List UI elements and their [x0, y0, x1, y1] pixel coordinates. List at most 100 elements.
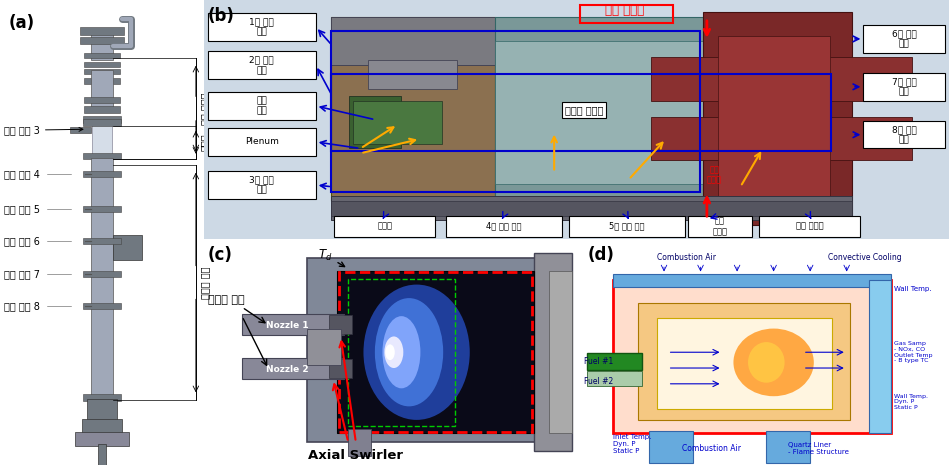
Bar — [307, 329, 341, 365]
Bar — [84, 62, 121, 67]
Text: 1번 동압
센서: 1번 동압 센서 — [250, 17, 274, 37]
Bar — [580, 5, 674, 23]
Bar — [83, 171, 121, 177]
Bar — [339, 272, 532, 432]
Bar — [534, 253, 572, 452]
Text: 7번 동압
센서: 7번 동압 센서 — [892, 77, 917, 97]
Text: Convective Cooling: Convective Cooling — [828, 253, 902, 262]
Bar — [83, 271, 121, 277]
Bar — [330, 196, 852, 220]
Bar — [329, 359, 352, 378]
Text: 음향 경계면: 음향 경계면 — [795, 222, 823, 231]
Text: 4번 동압 센서: 4번 동압 센서 — [486, 222, 522, 231]
Text: 동압 센서 4: 동압 센서 4 — [4, 169, 40, 179]
Bar — [651, 58, 912, 100]
Bar — [208, 52, 316, 79]
Text: 동압 센서 7: 동압 센서 7 — [4, 269, 40, 279]
Bar — [334, 216, 435, 237]
Bar — [330, 17, 494, 201]
Bar — [348, 279, 455, 425]
Ellipse shape — [363, 285, 470, 420]
Text: Axial Swirler: Axial Swirler — [308, 450, 403, 463]
Text: 연료 주입부: 연료 주입부 — [200, 93, 210, 125]
Text: Nozzle 2: Nozzle 2 — [267, 365, 308, 374]
Bar — [703, 12, 852, 225]
Bar — [349, 96, 401, 148]
Ellipse shape — [734, 329, 814, 396]
Bar — [368, 60, 457, 89]
Text: 동압 센서 5: 동압 센서 5 — [4, 204, 40, 214]
Ellipse shape — [384, 337, 403, 368]
Text: 예혼합 연료: 예혼합 연료 — [208, 295, 245, 306]
Bar — [84, 97, 121, 103]
Bar — [688, 216, 752, 237]
Bar — [84, 106, 121, 113]
Bar — [91, 158, 113, 400]
Bar — [83, 116, 121, 123]
Text: 동압 센서 6: 동압 센서 6 — [4, 236, 40, 246]
Bar — [587, 353, 642, 370]
Text: Quartz Liner
- Flame Structure: Quartz Liner - Flame Structure — [789, 442, 849, 455]
Bar — [446, 216, 562, 237]
Bar — [83, 153, 121, 159]
Bar — [70, 127, 91, 133]
Text: (a): (a) — [9, 14, 34, 32]
Bar — [80, 37, 124, 44]
Bar — [83, 394, 121, 401]
Text: 공기
주입부: 공기 주입부 — [707, 165, 722, 185]
Text: $T_d$: $T_d$ — [318, 248, 344, 266]
Text: 8번 동압
센서: 8번 동압 센서 — [892, 125, 917, 145]
Bar — [83, 238, 121, 244]
Bar — [587, 372, 642, 386]
Bar — [494, 41, 703, 185]
Bar — [657, 319, 832, 409]
Bar — [331, 73, 830, 151]
Text: Fuel #2: Fuel #2 — [584, 377, 613, 386]
Bar — [84, 78, 121, 84]
Bar — [759, 216, 860, 237]
Ellipse shape — [385, 345, 395, 360]
Text: Inlet Temp.
Dyn. P
Static P: Inlet Temp. Dyn. P Static P — [613, 433, 651, 453]
Bar — [208, 92, 316, 120]
Text: 연소기 라이너: 연소기 라이너 — [565, 105, 604, 115]
Ellipse shape — [748, 342, 785, 383]
Bar — [639, 303, 850, 420]
Text: 연소기 몸체: 연소기 몸체 — [200, 266, 210, 299]
Bar — [348, 429, 371, 456]
Bar — [718, 36, 829, 196]
Bar — [113, 235, 141, 260]
Bar — [330, 201, 852, 216]
Bar — [76, 432, 128, 446]
Text: Gas Samp
- NOx, CO
Outlet Temp
- B type TC: Gas Samp - NOx, CO Outlet Temp - B type … — [894, 341, 933, 364]
Ellipse shape — [375, 298, 443, 406]
Bar — [208, 13, 316, 41]
Ellipse shape — [382, 316, 420, 388]
Bar — [242, 358, 344, 379]
Bar — [864, 121, 945, 148]
Text: 석영관: 석영관 — [200, 133, 210, 151]
Bar — [331, 31, 700, 192]
Bar — [83, 119, 121, 126]
Text: (c): (c) — [208, 246, 233, 264]
Text: 6번 동압
센서: 6번 동압 센서 — [892, 29, 917, 49]
Text: (d): (d) — [587, 246, 614, 264]
Text: Plenum: Plenum — [245, 137, 279, 146]
Bar — [549, 271, 572, 433]
Text: 공기 주입부: 공기 주입부 — [605, 4, 644, 17]
Text: 2번 동압
센서: 2번 동압 센서 — [250, 55, 274, 75]
Text: 동압 센서 3: 동압 센서 3 — [4, 125, 83, 135]
Bar — [613, 274, 890, 287]
Text: (b): (b) — [208, 7, 234, 25]
Bar — [84, 69, 121, 74]
Text: 연소실: 연소실 — [377, 222, 392, 231]
Bar — [329, 315, 352, 334]
Bar — [80, 27, 124, 35]
Bar — [83, 206, 121, 212]
Bar — [91, 70, 113, 112]
Bar — [86, 399, 118, 421]
Bar — [330, 17, 494, 65]
Bar — [208, 171, 316, 199]
Bar — [569, 216, 684, 237]
Text: 5번 동압 센서: 5번 동압 센서 — [609, 222, 644, 231]
Bar — [494, 17, 703, 206]
